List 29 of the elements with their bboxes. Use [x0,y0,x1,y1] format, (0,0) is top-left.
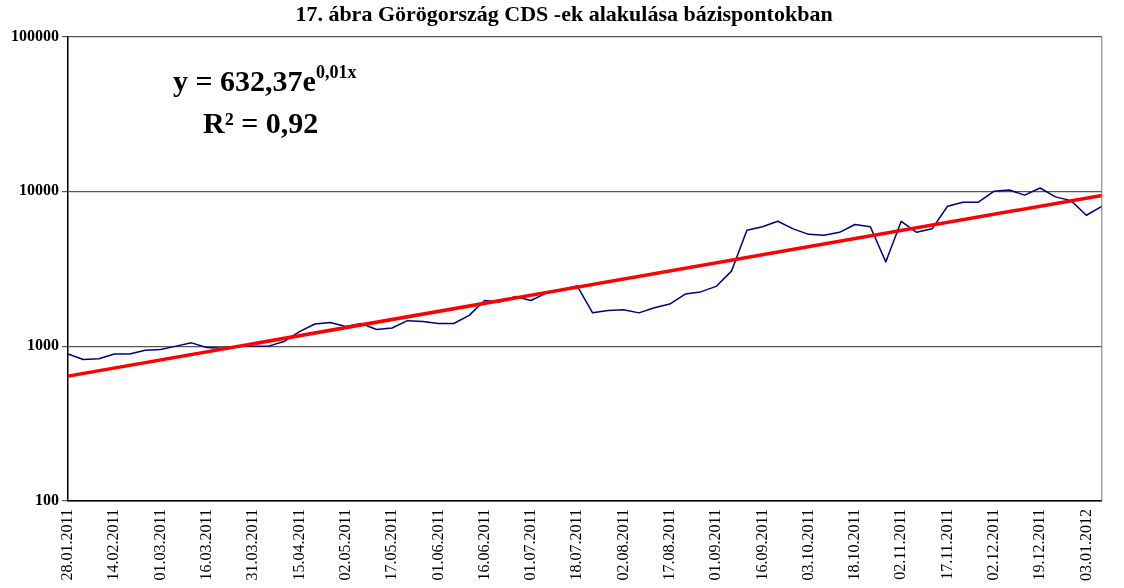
x-tick-label: 02.12.2011 [983,509,1001,581]
y-tick-label: 1000 [27,336,59,354]
x-tick-label: 15.04.2011 [289,509,307,581]
x-tick-label: 16.03.2011 [197,509,215,581]
x-tick-label: 02.11.2011 [891,509,909,580]
annotation: R² = 0,92 [203,106,319,140]
x-tick-label: 17.05.2011 [382,509,400,581]
y-tick-label: 100 [35,491,59,509]
x-tick-label: 16.06.2011 [474,509,492,581]
x-tick-label: 28.01.2011 [58,509,76,581]
x-tick-label: 18.10.2011 [845,509,863,581]
x-tick-label: 01.09.2011 [706,509,724,581]
x-tick-label: 17.08.2011 [659,509,677,581]
chart-title: 17. ábra Görögország CDS -ek alakulása bázispontokban [295,0,833,26]
x-tick-label: 14.02.2011 [104,509,122,581]
x-tick-label: 01.06.2011 [428,509,446,581]
x-tick-label: 17.11.2011 [937,509,955,580]
x-tick-label: 01.03.2011 [150,509,168,581]
y-tick-label: 100000 [11,26,59,44]
x-tick-label: 03.01.2012 [1076,509,1094,581]
x-tick-label: 31.03.2011 [243,509,261,581]
x-tick-label: 01.07.2011 [521,509,539,581]
x-tick-label: 02.08.2011 [613,509,631,581]
x-tick-label: 19.12.2011 [1030,509,1048,581]
x-tick-label: 03.10.2011 [798,509,816,581]
y-tick-label: 10000 [19,181,59,199]
x-tick-label: 02.05.2011 [335,509,353,581]
x-tick-label: 18.07.2011 [567,509,585,581]
x-tick-label: 16.09.2011 [752,509,770,581]
